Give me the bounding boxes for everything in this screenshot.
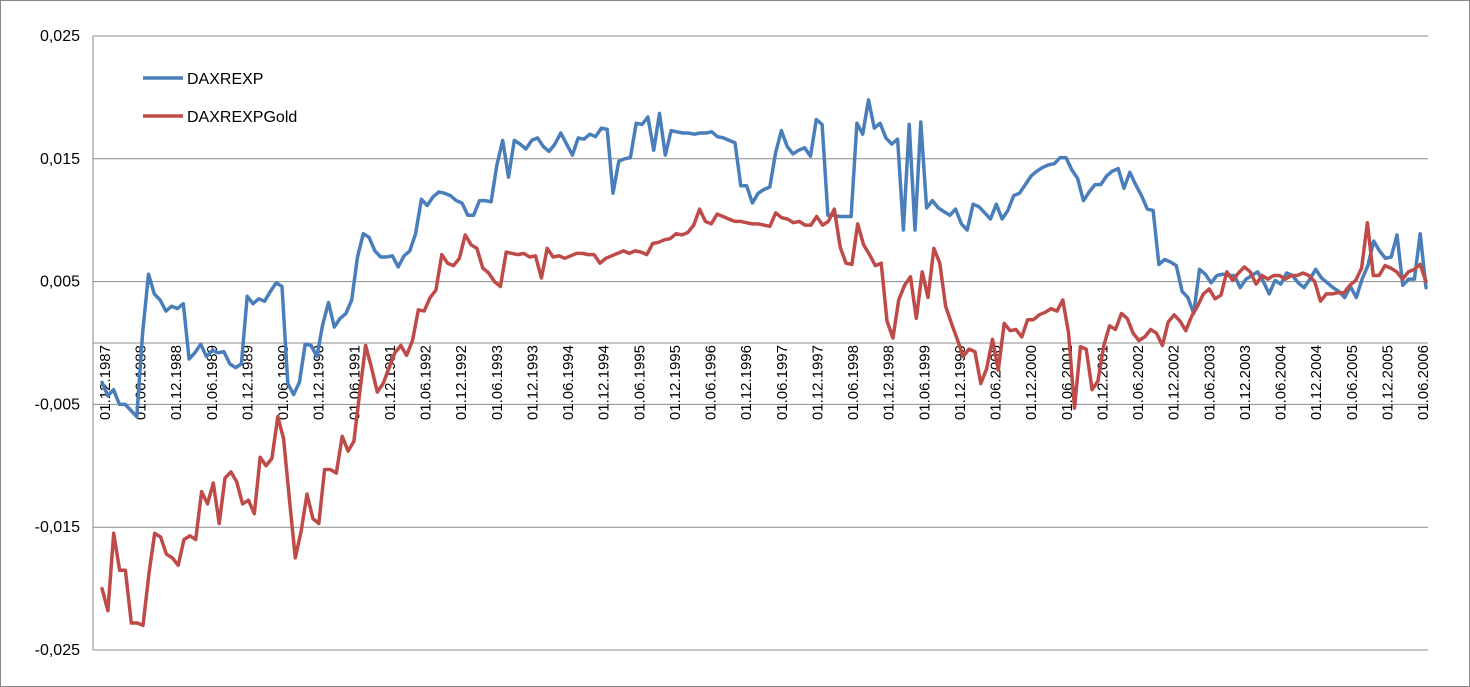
x-tick-label: 01.12.1995 [667, 345, 684, 420]
gridlines [92, 35, 1428, 651]
x-tick-label: 01.06.1995 [631, 345, 648, 420]
x-tick-label: 01.12.1991 [382, 345, 399, 420]
x-tick-label: 01.12.1993 [524, 345, 541, 420]
x-tick-label: 01.06.1997 [774, 345, 791, 420]
x-tick-label: 01.12.1987 [97, 345, 114, 420]
x-tick-label: 01.12.1998 [881, 345, 898, 420]
x-tick-label: 01.06.1994 [560, 345, 577, 420]
x-tick-label: 01.06.1993 [489, 345, 506, 420]
x-tick-label: 01.06.1996 [703, 345, 720, 420]
x-tick-label: 01.12.2002 [1166, 345, 1183, 420]
x-tick-label: 01.12.2004 [1308, 345, 1325, 420]
series-lines [100, 98, 1428, 628]
x-tick-label: 01.12.1990 [311, 345, 328, 420]
y-tick-label: 0,025 [40, 28, 80, 45]
x-tick-label: 01.06.1999 [916, 345, 933, 420]
y-tick-label: -0,025 [35, 642, 80, 659]
y-tick-label: 0,005 [40, 274, 80, 291]
series-line-daxrexp [100, 98, 1428, 419]
x-tick-label: 01.06.1998 [845, 345, 862, 420]
y-tick-label: 0,015 [40, 151, 80, 168]
x-tick-label: 01.12.1989 [239, 345, 256, 420]
x-tick-label: 01.12.1994 [596, 345, 613, 420]
legend: DAXREXP DAXREXPGold [143, 71, 297, 126]
x-tick-label: 01.12.1999 [952, 345, 969, 420]
y-axis-ticks: 0,025 0,015 0,005 -0,005 -0,015 -0,025 [35, 28, 80, 659]
x-tick-label: 01.12.2000 [1023, 345, 1040, 420]
legend-label: DAXREXP [187, 71, 263, 88]
y-tick-label: -0,005 [35, 396, 80, 413]
x-tick-label: 01.12.1992 [453, 345, 470, 420]
x-tick-label: 01.12.1997 [809, 345, 826, 420]
x-tick-label: 01.06.2006 [1415, 345, 1432, 420]
x-tick-label: 01.12.1996 [738, 345, 755, 420]
x-tick-label: 01.12.2003 [1237, 345, 1254, 420]
x-tick-label: 01.12.2001 [1094, 345, 1111, 420]
x-tick-label: 01.06.2005 [1344, 345, 1361, 420]
x-axis-ticks: 01.12.1987 01.06.1988 01.12.1988 01.06.1989… [97, 345, 1432, 420]
series-line-daxrexpgold [100, 207, 1428, 628]
x-tick-label: 01.06.1990 [275, 345, 292, 420]
x-tick-label: 01.06.2003 [1201, 345, 1218, 420]
legend-label: DAXREXPGold [187, 109, 297, 126]
y-tick-label: -0,015 [35, 519, 80, 536]
x-tick-label: 01.06.1992 [418, 345, 435, 420]
x-tick-label: 01.12.2005 [1379, 345, 1396, 420]
x-tick-label: 01.06.2002 [1130, 345, 1147, 420]
x-tick-label: 01.06.2004 [1273, 345, 1290, 420]
x-tick-label: 01.12.1988 [168, 345, 185, 420]
x-tick-label: 01.06.1989 [204, 345, 221, 420]
